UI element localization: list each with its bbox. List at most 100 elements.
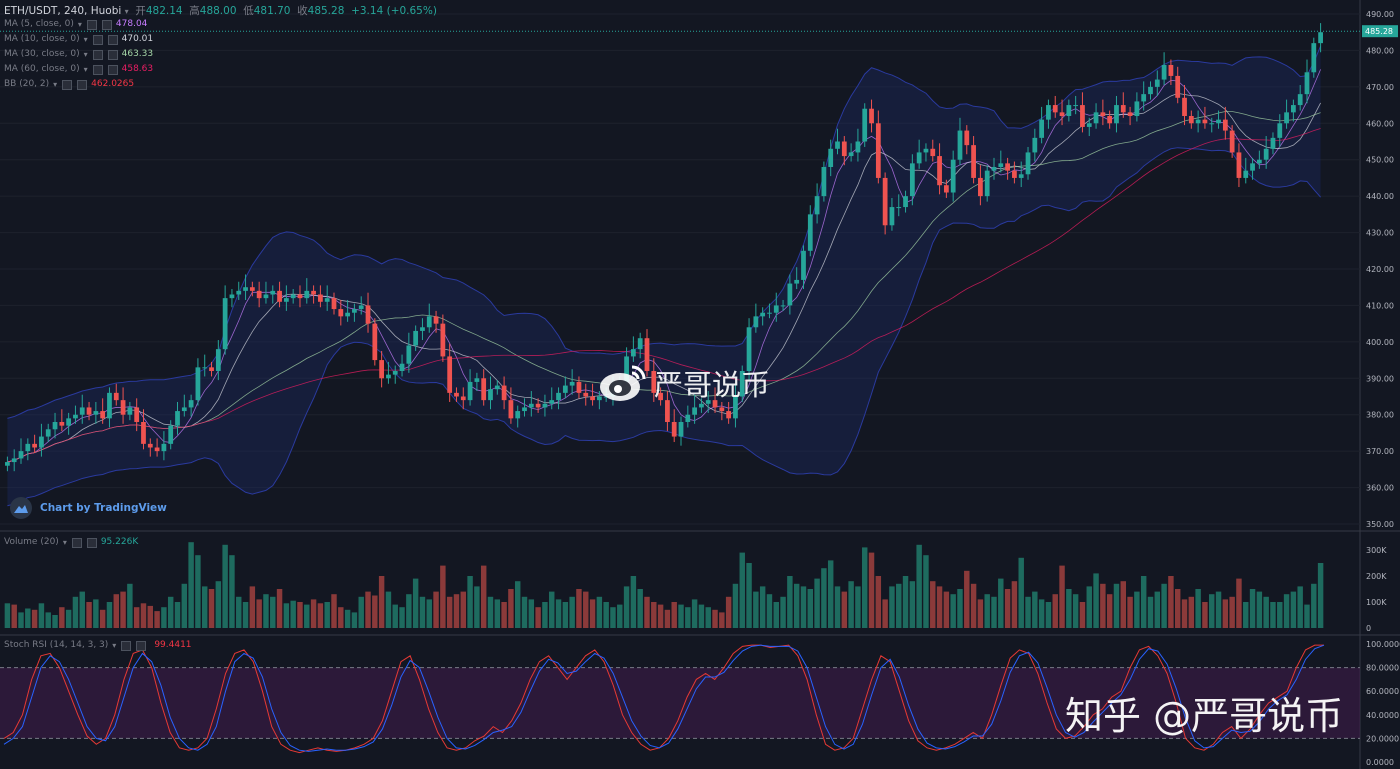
volume-bar: [848, 581, 854, 628]
chevron-down-icon[interactable]: ▾: [112, 641, 117, 650]
settings-icon[interactable]: [71, 537, 82, 548]
candle-body: [222, 298, 228, 350]
candle-body: [719, 407, 725, 412]
candle-body: [107, 392, 112, 419]
volume-bar: [331, 594, 337, 628]
legend-ma30-name: MA (30, close, 0): [4, 49, 80, 59]
volume-bar: [800, 586, 807, 628]
volume-bar: [1290, 591, 1297, 628]
volume-bar: [93, 599, 99, 628]
close-icon[interactable]: [107, 64, 118, 75]
volume-bar: [1079, 602, 1086, 628]
chevron-down-icon[interactable]: ▾: [62, 538, 67, 547]
candle-body: [794, 279, 800, 284]
close-icon[interactable]: [107, 49, 118, 60]
candle-body: [147, 443, 153, 448]
candle-body: [882, 177, 888, 226]
chevron-down-icon[interactable]: ▾: [53, 80, 58, 89]
candle-body: [699, 403, 704, 408]
candle-body: [814, 196, 820, 215]
candle-body: [767, 312, 772, 314]
candle-body: [270, 290, 276, 295]
candle-body: [481, 378, 487, 401]
candle-body: [39, 436, 44, 448]
candle-body: [365, 305, 371, 324]
legend-ma60[interactable]: MA (60, close, 0) ▾ 458.63: [4, 62, 153, 77]
volume-bar: [433, 591, 439, 628]
candle-body: [665, 400, 670, 422]
chevron-down-icon[interactable]: ▾: [83, 50, 88, 59]
settings-icon[interactable]: [92, 34, 103, 45]
volume-bar: [1154, 591, 1161, 628]
tradingview-badge[interactable]: Chart by TradingView: [10, 497, 167, 519]
settings-icon[interactable]: [86, 19, 97, 30]
volume-bar: [133, 607, 140, 628]
rsi-legend[interactable]: Stoch RSI (14, 14, 3, 3) ▾ 99.4411: [4, 638, 192, 653]
candle-body: [18, 451, 24, 459]
volume-bar: [222, 544, 228, 628]
volume-bar: [759, 586, 766, 628]
symbol-title[interactable]: ETH/USDT, 240, Huobi: [4, 5, 122, 17]
candle-body: [127, 407, 133, 415]
close-icon[interactable]: [101, 19, 112, 30]
candle-body: [957, 130, 963, 160]
volume-bar: [99, 609, 106, 628]
low-value: 481.70: [253, 5, 291, 17]
settings-icon[interactable]: [121, 640, 132, 651]
close-icon[interactable]: [77, 79, 88, 90]
volume-bar: [875, 576, 882, 628]
volume-bar: [290, 600, 296, 628]
candle-body: [862, 108, 868, 142]
candle-body: [562, 385, 568, 393]
candle-body: [848, 152, 854, 157]
legend-bb[interactable]: BB (20, 2) ▾ 462.0265: [4, 77, 153, 92]
settings-icon[interactable]: [92, 49, 103, 60]
volume-bar: [882, 599, 888, 628]
volume-bar: [1188, 596, 1195, 628]
candle-body: [903, 196, 908, 208]
rsi-legend-name: Stoch RSI (14, 14, 3, 3): [4, 640, 109, 650]
volume-bar: [535, 607, 541, 628]
close-icon[interactable]: [107, 34, 118, 45]
volume-bar: [208, 589, 215, 628]
candle-body: [1032, 137, 1038, 153]
chevron-down-icon[interactable]: ▾: [124, 7, 129, 16]
legend-ma10[interactable]: MA (10, close, 0) ▾ 470.01: [4, 32, 153, 47]
close-icon[interactable]: [136, 640, 147, 651]
candle-body: [522, 407, 527, 412]
volume-legend[interactable]: Volume (20) ▾ 95.226K: [4, 535, 138, 550]
candle-body: [283, 298, 289, 302]
candle-body: [1311, 43, 1317, 73]
candle-body: [678, 422, 684, 437]
legend-ma30[interactable]: MA (30, close, 0) ▾ 463.33: [4, 47, 153, 62]
volume-bar: [576, 589, 582, 628]
chevron-down-icon[interactable]: ▾: [83, 65, 88, 74]
candle-body: [1256, 159, 1262, 164]
settings-icon[interactable]: [92, 64, 103, 75]
candle-body: [386, 374, 391, 379]
candle-body: [32, 443, 37, 448]
volume-bar: [188, 542, 194, 628]
volume-bar: [753, 591, 759, 628]
high-value: 488.00: [199, 5, 237, 17]
volume-bar: [195, 555, 201, 628]
rsi-band-fill: [0, 667, 1360, 739]
chevron-down-icon[interactable]: ▾: [77, 20, 82, 29]
candle-body: [515, 411, 521, 419]
candle-body: [243, 287, 248, 291]
volume-bar: [392, 604, 398, 628]
volume-bar: [256, 599, 262, 628]
settings-icon[interactable]: [62, 79, 73, 90]
volume-bar: [1195, 589, 1201, 628]
volume-bar: [1093, 573, 1099, 628]
close-icon[interactable]: [86, 537, 97, 548]
volume-bar: [943, 591, 950, 628]
legend-ma5[interactable]: MA (5, close, 0) ▾ 478.04: [4, 17, 153, 32]
volume-bar: [596, 596, 603, 628]
candle-body: [930, 148, 936, 157]
price-tick-label: 420.00: [1366, 265, 1394, 274]
chevron-down-icon[interactable]: ▾: [83, 35, 88, 44]
volume-bar: [739, 552, 745, 628]
candle-body: [277, 290, 282, 302]
